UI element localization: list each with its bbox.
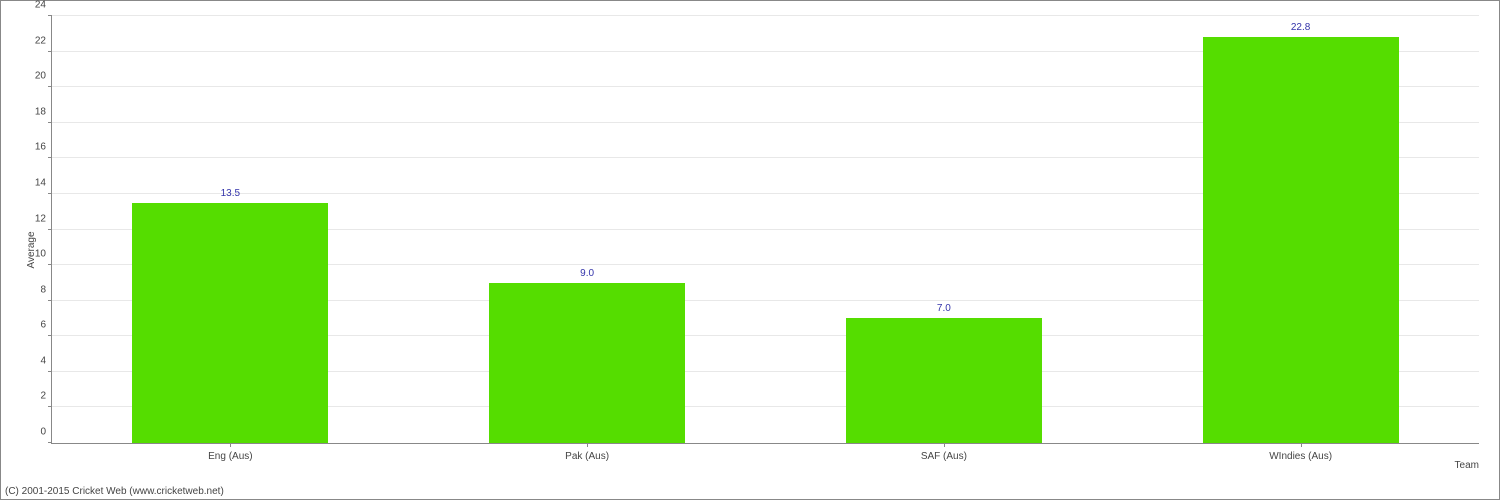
- bar: 13.5: [132, 203, 328, 443]
- y-tick-mark: [48, 122, 52, 123]
- x-tick-label: Eng (Aus): [208, 443, 252, 462]
- bar: 7.0: [846, 318, 1042, 443]
- gridline: [52, 15, 1479, 16]
- x-tick-label: WIndies (Aus): [1269, 443, 1332, 462]
- y-tick-mark: [48, 371, 52, 372]
- y-tick-label: 2: [40, 391, 52, 402]
- y-tick-mark: [48, 193, 52, 194]
- bar: 22.8: [1203, 37, 1399, 443]
- y-tick-label: 14: [35, 177, 52, 188]
- chart-container: 02468101214161820222413.5Eng (Aus)9.0Pak…: [0, 0, 1500, 500]
- y-tick-label: 6: [40, 320, 52, 331]
- y-tick-label: 4: [40, 355, 52, 366]
- y-tick-label: 0: [40, 427, 52, 438]
- x-tick-label: SAF (Aus): [921, 443, 967, 462]
- y-tick-mark: [48, 442, 52, 443]
- plot-area: 02468101214161820222413.5Eng (Aus)9.0Pak…: [51, 16, 1479, 444]
- y-tick-mark: [48, 264, 52, 265]
- y-axis-label: Average: [26, 231, 37, 268]
- y-tick-mark: [48, 51, 52, 52]
- y-tick-label: 8: [40, 284, 52, 295]
- y-tick-label: 12: [35, 213, 52, 224]
- y-tick-label: 22: [35, 35, 52, 46]
- y-tick-label: 20: [35, 71, 52, 82]
- bar-value-label: 7.0: [937, 303, 951, 318]
- y-tick-mark: [48, 300, 52, 301]
- y-tick-mark: [48, 15, 52, 16]
- x-axis-label: Team: [1455, 460, 1479, 471]
- bar: 9.0: [489, 283, 685, 443]
- bar-value-label: 13.5: [221, 188, 240, 203]
- y-tick-mark: [48, 86, 52, 87]
- y-tick-mark: [48, 406, 52, 407]
- x-tick-label: Pak (Aus): [565, 443, 609, 462]
- y-tick-label: 10: [35, 249, 52, 260]
- y-tick-label: 24: [35, 0, 52, 11]
- bar-value-label: 9.0: [580, 268, 594, 283]
- y-tick-mark: [48, 229, 52, 230]
- copyright-footer: (C) 2001-2015 Cricket Web (www.cricketwe…: [5, 486, 224, 497]
- y-tick-mark: [48, 157, 52, 158]
- bar-value-label: 22.8: [1291, 22, 1310, 37]
- y-tick-label: 18: [35, 106, 52, 117]
- y-tick-label: 16: [35, 142, 52, 153]
- y-tick-mark: [48, 335, 52, 336]
